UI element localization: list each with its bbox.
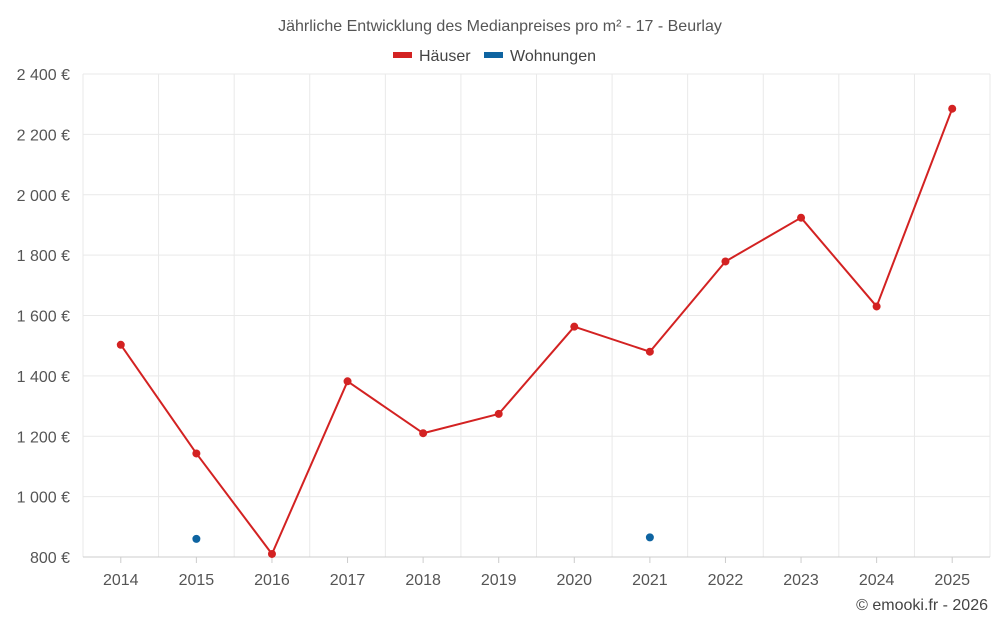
x-tick-label: 2015 — [179, 572, 215, 589]
x-tick-label: 2024 — [859, 572, 895, 589]
chart-title: Jährliche Entwicklung des Medianpreises … — [278, 18, 722, 35]
credit-text: © emooki.fr - 2026 — [856, 597, 988, 614]
data-point-haeuser-2016[interactable] — [267, 549, 276, 558]
y-tick-label: 2 400 € — [17, 67, 70, 84]
legend-label-wohnungen: Wohnungen — [510, 48, 596, 65]
legend: Häuser Wohnungen — [393, 48, 596, 65]
data-point-haeuser-2014[interactable] — [116, 340, 125, 349]
data-point-wohnungen-2015[interactable] — [192, 534, 201, 543]
y-tick-label: 2 200 € — [17, 127, 70, 144]
data-point-haeuser-2015[interactable] — [192, 449, 201, 458]
data-point-haeuser-2017[interactable] — [343, 377, 352, 386]
series-line-haeuser — [119, 108, 954, 555]
series-layer — [116, 104, 957, 558]
x-tick-label: 2021 — [632, 572, 668, 589]
data-point-haeuser-2023[interactable] — [797, 213, 806, 222]
y-tick-label: 1 600 € — [17, 309, 70, 326]
data-point-haeuser-2018[interactable] — [419, 429, 428, 438]
legend-label-haeuser: Häuser — [419, 48, 471, 65]
x-tick-label: 2020 — [556, 572, 592, 589]
legend-swatch-wohnungen — [484, 52, 503, 58]
x-tick-label: 2023 — [783, 572, 819, 589]
x-tick-label: 2025 — [934, 572, 970, 589]
data-point-haeuser-2024[interactable] — [872, 302, 881, 311]
x-tick-label: 2017 — [330, 572, 366, 589]
y-axis: 800 € 1 000 € 1 200 € 1 400 € 1 600 € 1 800 €… — [17, 67, 70, 567]
data-point-wohnungen-2021[interactable] — [645, 533, 654, 542]
legend-swatch-haeuser — [393, 52, 412, 58]
y-tick-label: 2 000 € — [17, 188, 70, 205]
data-point-haeuser-2020[interactable] — [570, 322, 579, 331]
legend-item-haeuser[interactable]: Häuser — [393, 48, 471, 65]
legend-item-wohnungen[interactable]: Wohnungen — [484, 48, 596, 65]
x-axis: 2014 2015 2016 2017 2018 2019 2020 2021 2022 2023… — [83, 556, 990, 589]
data-point-haeuser-2021[interactable] — [645, 347, 654, 356]
data-point-haeuser-2025[interactable] — [948, 104, 957, 113]
y-tick-label: 800 € — [30, 550, 70, 567]
y-tick-label: 1 800 € — [17, 248, 70, 265]
gridlines — [82, 73, 991, 558]
y-tick-label: 1 200 € — [17, 429, 70, 446]
x-tick-label: 2019 — [481, 572, 517, 589]
x-tick-label: 2014 — [103, 572, 139, 589]
x-tick-label: 2022 — [708, 572, 744, 589]
x-tick-label: 2016 — [254, 572, 290, 589]
y-tick-label: 1 400 € — [17, 369, 70, 386]
x-tick-label: 2018 — [405, 572, 441, 589]
data-point-haeuser-2019[interactable] — [494, 409, 503, 418]
data-point-haeuser-2022[interactable] — [721, 257, 730, 266]
y-tick-label: 1 000 € — [17, 490, 70, 507]
